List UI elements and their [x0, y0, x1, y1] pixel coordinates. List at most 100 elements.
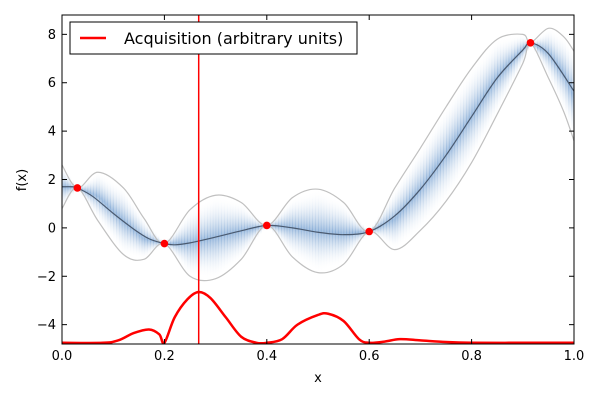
confidence-band-slice: [101, 175, 106, 228]
confidence-band-slice: [354, 217, 359, 248]
confidence-band-slice: [363, 226, 367, 237]
confidence-band-slice: [104, 177, 109, 232]
confidence-band-slice: [343, 204, 348, 263]
confidence-band-slice: [67, 175, 72, 199]
confidence-band-slice: [252, 213, 257, 243]
confidence-band-slice: [320, 191, 325, 272]
confidence-band-slice: [175, 226, 180, 260]
confidence-band-slice: [337, 200, 342, 266]
legend-label-acquisition: Acquisition (arbitrary units): [124, 29, 343, 48]
confidence-band-slice: [537, 36, 541, 59]
observation-point: [263, 221, 271, 230]
confidence-band-slice: [98, 173, 103, 225]
confidence-band-slice: [170, 234, 174, 253]
confidence-band-slice: [90, 176, 94, 212]
y-tick-label: −2: [37, 270, 56, 285]
confidence-band-slice: [346, 207, 350, 259]
confidence-band-slice: [87, 179, 92, 207]
confidence-band-slice: [110, 180, 114, 240]
confidence-lower-line: [62, 41, 574, 282]
confidence-band-slice: [138, 212, 143, 259]
confidence-band-slice: [568, 45, 572, 129]
confidence-band-slice: [403, 172, 407, 243]
legend-box: [69, 21, 358, 55]
x-tick-label: 0.0: [52, 349, 73, 364]
confidence-band-slice: [258, 219, 262, 235]
confidence-band-slice: [340, 201, 345, 265]
y-tick-label: 0: [48, 221, 56, 236]
x-tick-label: 0.2: [154, 349, 175, 364]
confidence-band-slice: [534, 38, 538, 53]
confidence-band-slice: [386, 200, 390, 245]
confidence-band-slice: [303, 193, 308, 265]
confidence-band-slice: [400, 176, 404, 245]
confidence-band-layer: [62, 29, 574, 279]
confidence-band-slice: [315, 189, 319, 272]
confidence-band-slice: [329, 195, 333, 269]
confidence-band-slice: [539, 34, 544, 64]
y-tick-label: 2: [48, 173, 56, 188]
y-tick-label: 4: [48, 125, 56, 140]
confidence-band-slice: [571, 49, 574, 137]
x-tick-label: 0.6: [359, 349, 380, 364]
confidence-band-slice: [318, 189, 322, 273]
confidence-band-slice: [335, 198, 339, 267]
posterior-mean-line: [62, 42, 574, 246]
confidence-band-slice: [389, 195, 393, 247]
confidence-band-slice: [312, 190, 316, 271]
confidence-band-slice: [360, 223, 365, 241]
confidence-band-slice: [394, 185, 399, 249]
confidence-upper-line: [62, 27, 574, 245]
y-axis-label: f(x): [15, 169, 30, 191]
confidence-band-slice: [167, 237, 171, 250]
axis-ticks-layer: 0.0 0.2 0.4 0.6 0.8 1.0 −4 −2 0 2 4 6 8: [37, 15, 585, 364]
confidence-band-slice: [181, 219, 185, 268]
observation-point: [73, 184, 82, 192]
confidence-band-slice: [559, 35, 564, 107]
observation-point: [365, 227, 374, 236]
confidence-band-slice: [397, 181, 402, 247]
confidence-band-slice: [84, 181, 89, 203]
confidence-band-slice: [172, 230, 177, 257]
confidence-band-slice: [562, 37, 567, 113]
confidence-band-slice: [300, 194, 305, 264]
confidence-band-slice: [133, 204, 137, 258]
confidence-band-slice: [332, 197, 336, 268]
confidence-band-slice: [323, 192, 328, 271]
confidence-band-slice: [352, 213, 356, 252]
confidence-band-slice: [147, 224, 151, 256]
confidence-band-slice: [113, 182, 117, 243]
confidence-band-slice: [144, 220, 148, 258]
confidence-band-slice: [542, 31, 547, 70]
x-tick-label: 1.0: [564, 349, 585, 364]
plot-area: [62, 15, 574, 344]
observation-points-layer: [73, 39, 535, 248]
confidence-band-slice: [141, 216, 146, 260]
confidence-band-slice: [135, 208, 140, 258]
confidence-band-slice: [255, 216, 259, 239]
x-tick-label: 0.8: [461, 349, 482, 364]
confidence-band-slice: [70, 179, 74, 196]
observation-point: [526, 39, 535, 47]
confidence-band-slice: [306, 192, 311, 267]
confidence-band-slice: [298, 195, 302, 262]
confidence-band-slice: [96, 172, 100, 221]
y-tick-label: 6: [48, 76, 56, 91]
y-tick-label: 8: [48, 28, 56, 43]
observation-point: [160, 239, 169, 248]
acquisition-line: [62, 290, 574, 344]
confidence-band-slice: [309, 191, 313, 269]
confidence-band-slice: [93, 174, 97, 216]
confidence-band-slice: [118, 186, 123, 251]
confidence-band-slice: [292, 197, 296, 258]
confidence-band-slice: [116, 184, 120, 247]
confidence-band-slice: [391, 190, 396, 249]
confidence-band-slice: [326, 194, 330, 270]
confidence-band-slice: [349, 210, 353, 256]
x-axis-label: x: [314, 371, 322, 386]
confidence-band-slice: [107, 179, 111, 236]
legend: Acquisition (arbitrary units): [69, 21, 358, 55]
confidence-band-slice: [178, 222, 183, 264]
confidence-band-slice: [295, 196, 299, 260]
